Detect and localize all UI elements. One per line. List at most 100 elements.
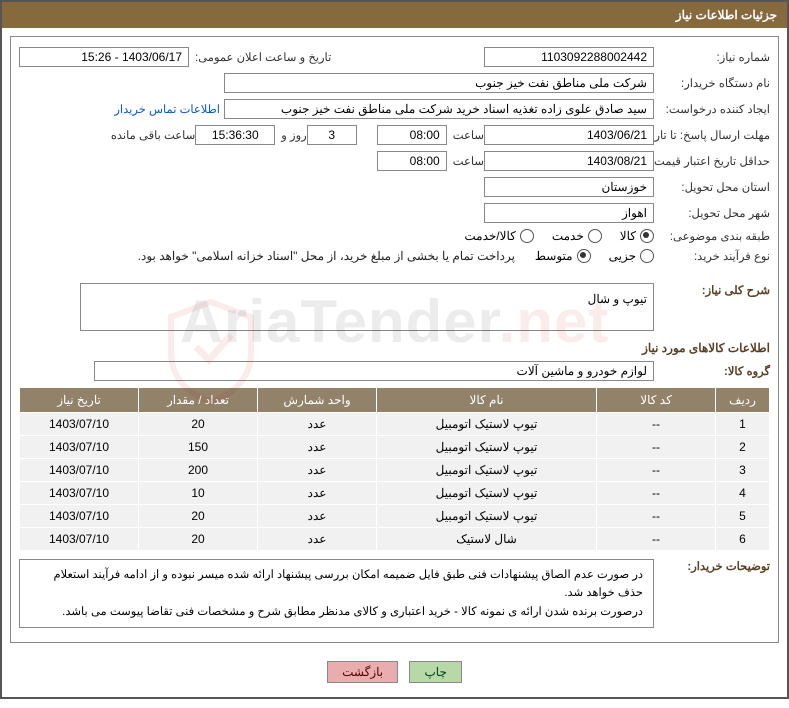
time-label-2: ساعت [447,154,484,168]
table-cell: 1403/07/10 [20,528,139,551]
desc-label: شرح کلی نیاز: [654,283,770,297]
table-cell: 6 [716,528,770,551]
need-no-label: شماره نیاز: [654,50,770,64]
buyer-field: شرکت ملی مناطق نفت خیز جنوب [224,73,654,93]
province-field: خوزستان [484,177,654,197]
details-panel: AriaTender.net شماره نیاز: 1103092288002… [10,36,779,643]
days-and-label: روز و [275,128,306,142]
table-cell: -- [597,505,716,528]
table-cell: -- [597,459,716,482]
proc-note: پرداخت تمام یا بخشی از مبلغ خرید، از محل… [138,249,515,263]
table-row: 4--تیوپ لاستیک اتومبیلعدد101403/07/10 [20,482,770,505]
table-cell: 20 [139,505,258,528]
radio-both-label: کالا/خدمت [464,229,515,243]
table-cell: 1403/07/10 [20,459,139,482]
th-row: ردیف [716,388,770,413]
validity-time-field: 08:00 [377,151,447,171]
table-row: 6--شال لاستیکعدد201403/07/10 [20,528,770,551]
validity-label: حداقل تاریخ اعتبار قیمت: تا تاریخ: [654,154,770,168]
table-cell: 20 [139,413,258,436]
goods-table: ردیف کد کالا نام کالا واحد شمارش تعداد /… [19,387,770,551]
group-label: گروه کالا: [654,364,770,378]
table-cell: تیوپ لاستیک اتومبیل [377,436,597,459]
table-cell: تیوپ لاستیک اتومبیل [377,482,597,505]
button-bar: چاپ بازگشت [2,651,787,697]
radio-partial[interactable] [640,249,654,263]
table-cell: -- [597,482,716,505]
page-title: جزئیات اطلاعات نیاز [676,8,777,22]
table-cell: -- [597,413,716,436]
contact-link[interactable]: اطلاعات تماس خریدار [114,102,220,116]
explain-label: توضیحات خریدار: [654,559,770,573]
deadline-date-field: 1403/06/21 [484,125,654,145]
th-code: کد کالا [597,388,716,413]
group-field: لوازم خودرو و ماشین آلات [94,361,654,381]
desc-text: تیوپ و شال [80,283,654,331]
deadline-time-field: 08:00 [377,125,447,145]
table-cell: 1403/07/10 [20,505,139,528]
radio-partial-label: جزیی [609,249,636,263]
goods-section-title: اطلاعات کالاهای مورد نیاز [19,341,770,355]
buyer-label: نام دستگاه خریدار: [654,76,770,90]
radio-both[interactable] [520,229,534,243]
days-field: 3 [307,125,357,145]
table-cell: تیوپ لاستیک اتومبیل [377,413,597,436]
table-cell: 5 [716,505,770,528]
validity-date-field: 1403/08/21 [484,151,654,171]
explain-box: در صورت عدم الصاق پیشنهادات فنی طبق فایل… [19,559,654,628]
table-cell: تیوپ لاستیک اتومبیل [377,505,597,528]
table-cell: -- [597,528,716,551]
category-label: طبقه بندی موضوعی: [654,229,770,243]
category-radio-group: کالا خدمت کالا/خدمت [464,229,654,243]
remain-time-field: 15:36:30 [195,125,275,145]
th-unit: واحد شمارش [258,388,377,413]
need-no-field: 1103092288002442 [484,47,654,67]
announce-dt-field: 1403/06/17 - 15:26 [19,47,189,67]
table-cell: عدد [258,459,377,482]
table-cell: 1 [716,413,770,436]
table-cell: عدد [258,528,377,551]
th-qty: تعداد / مقدار [139,388,258,413]
back-button[interactable]: بازگشت [327,661,398,683]
city-label: شهر محل تحویل: [654,206,770,220]
table-cell: 150 [139,436,258,459]
table-cell: 1403/07/10 [20,436,139,459]
th-name: نام کالا [377,388,597,413]
remain-label: ساعت باقی مانده [105,128,195,142]
table-cell: 4 [716,482,770,505]
table-cell: شال لاستیک [377,528,597,551]
time-label-1: ساعت [447,128,484,142]
announce-dt-label: تاریخ و ساعت اعلان عمومی: [189,50,331,64]
table-row: 1--تیوپ لاستیک اتومبیلعدد201403/07/10 [20,413,770,436]
radio-service-label: خدمت [552,229,584,243]
table-cell: 200 [139,459,258,482]
table-cell: عدد [258,505,377,528]
table-cell: 2 [716,436,770,459]
radio-medium[interactable] [577,249,591,263]
table-cell: 1403/07/10 [20,482,139,505]
table-cell: 10 [139,482,258,505]
creator-field: سید صادق علوی زاده تغذیه اسناد خرید شرکت… [224,99,654,119]
table-cell: عدد [258,413,377,436]
print-button[interactable]: چاپ [409,661,461,683]
radio-medium-label: متوسط [535,249,573,263]
table-cell: 20 [139,528,258,551]
radio-goods-label: کالا [620,229,636,243]
city-field: اهواز [484,203,654,223]
deadline-label: مهلت ارسال پاسخ: تا تاریخ: [654,128,770,142]
table-row: 3--تیوپ لاستیک اتومبیلعدد2001403/07/10 [20,459,770,482]
radio-service[interactable] [588,229,602,243]
radio-goods[interactable] [640,229,654,243]
proc-type-label: نوع فرآیند خرید: [654,249,770,263]
table-cell: عدد [258,482,377,505]
table-cell: -- [597,436,716,459]
creator-label: ایجاد کننده درخواست: [654,102,770,116]
page-title-bar: جزئیات اطلاعات نیاز [2,2,787,28]
explain-text-2: درصورت برنده شدن ارائه ی نمونه کالا - خر… [30,603,643,621]
table-cell: 1403/07/10 [20,413,139,436]
explain-text-1: در صورت عدم الصاق پیشنهادات فنی طبق فایل… [30,566,643,603]
table-row: 2--تیوپ لاستیک اتومبیلعدد1501403/07/10 [20,436,770,459]
th-date: تاریخ نیاز [20,388,139,413]
proc-radio-group: جزیی متوسط [535,249,654,263]
province-label: استان محل تحویل: [654,180,770,194]
